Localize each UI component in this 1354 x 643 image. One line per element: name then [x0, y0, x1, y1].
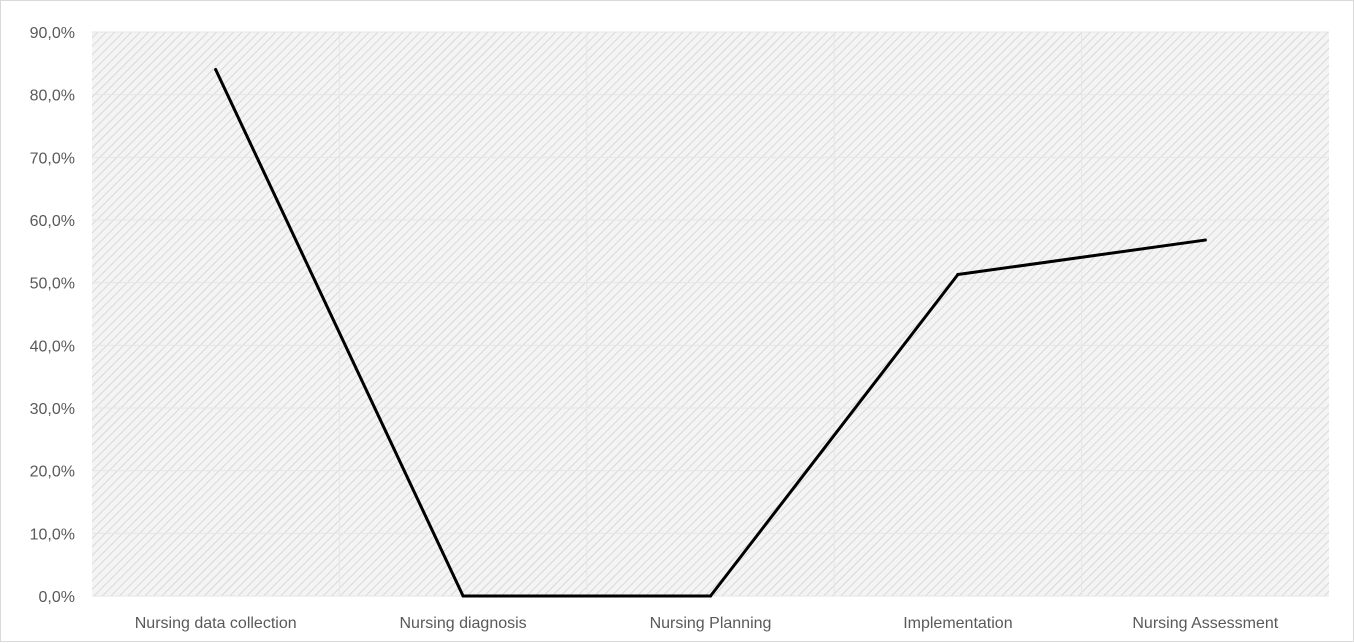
data-point — [461, 594, 465, 598]
y-tick-label: 30,0% — [30, 401, 75, 418]
y-tick-label: 70,0% — [30, 150, 75, 167]
y-tick-label: 0,0% — [39, 589, 75, 606]
y-tick-label: 80,0% — [30, 88, 75, 105]
y-tick-label: 50,0% — [30, 276, 75, 293]
gridlines — [92, 31, 1329, 597]
y-tick-label: 20,0% — [30, 464, 75, 481]
x-category-label: Nursing data collection — [135, 615, 297, 632]
data-point — [214, 68, 218, 72]
y-tick-label: 60,0% — [30, 213, 75, 230]
series-line-segment — [956, 238, 1207, 277]
data-point — [956, 273, 960, 277]
y-tick-label: 40,0% — [30, 338, 75, 355]
data-point — [709, 594, 712, 598]
plot-area — [92, 32, 1329, 596]
series-line-segment — [214, 68, 465, 598]
x-category-label: Nursing Assessment — [1132, 615, 1278, 632]
y-tick-label: 10,0% — [30, 526, 75, 543]
y-tick-label: 90,0% — [30, 25, 75, 42]
y-axis-tick-labels: 0,0% 10,0% 20,0% 30,0% 40,0% 50,0% 60,0% 70,0% 8… — [30, 25, 75, 606]
x-category-label: Nursing diagnosis — [400, 615, 527, 632]
data-point — [1203, 238, 1207, 242]
x-category-label: Nursing Planning — [650, 615, 772, 632]
series-lines — [214, 68, 1207, 598]
series-line-segment — [709, 273, 960, 598]
x-axis-tick-labels: Nursing data collection Nursing diagnosis… — [135, 615, 1279, 632]
x-category-label: Implementation — [903, 615, 1012, 632]
